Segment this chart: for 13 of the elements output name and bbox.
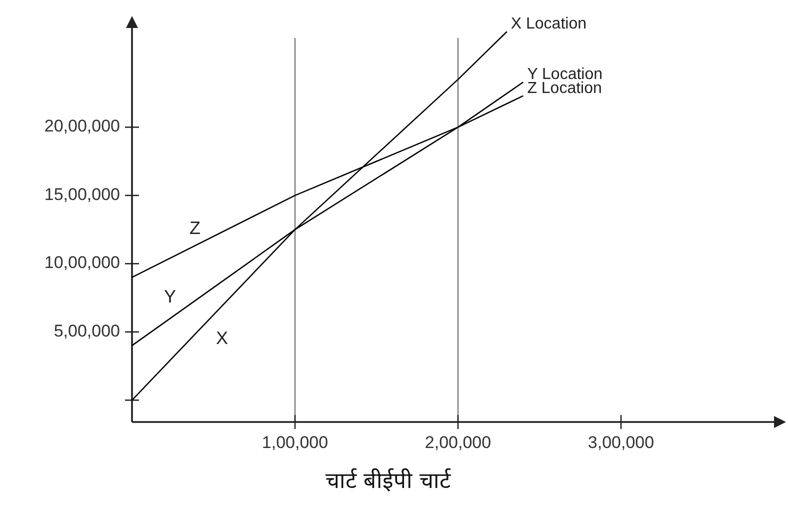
y-tick-label: 15,00,000: [44, 184, 120, 204]
annotation: X: [216, 328, 228, 348]
x-tick-label: 1,00,000: [262, 433, 328, 452]
annotation: Z: [190, 218, 200, 238]
annotation: Y: [164, 286, 176, 306]
y-tick-label: 20,00,000: [44, 116, 120, 136]
text: चार्ट बीईपी चार्ट: [326, 468, 452, 494]
series-label: Z Location: [527, 80, 602, 97]
y-tick-label: 5,00,000: [54, 321, 120, 340]
series-label: X Location: [510, 16, 587, 33]
x-tick-label: 3,00,000: [588, 433, 654, 452]
x-tick-label: 2,00,000: [424, 433, 492, 452]
y-tick-label: 10,00,000: [44, 253, 120, 272]
